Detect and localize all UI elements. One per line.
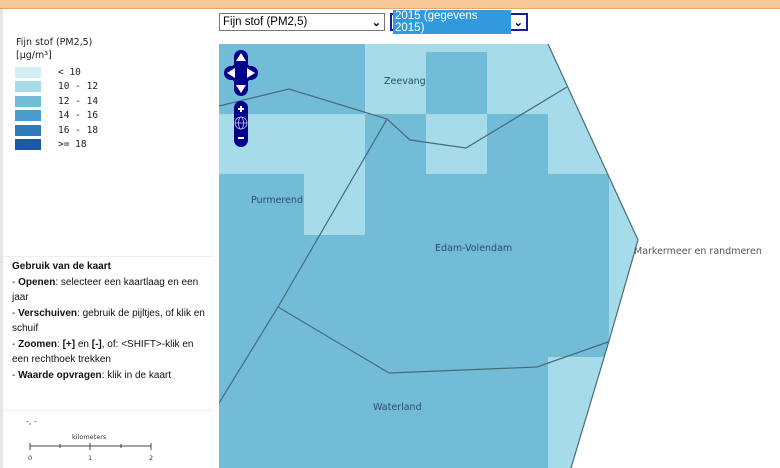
pan-left-icon[interactable] — [227, 68, 235, 78]
legend-swatch — [15, 110, 41, 122]
legend-unit: [µg/m³] — [16, 50, 52, 61]
side-panel — [0, 9, 213, 468]
map-canvas[interactable] — [219, 44, 780, 468]
municipality-boundary — [277, 306, 609, 374]
chevron-down-icon: ⌄ — [513, 16, 523, 29]
legend-label: < 10 — [58, 66, 81, 78]
pm-cell-10-12 — [609, 174, 638, 357]
map-label-purmerend: Purmerend — [251, 195, 304, 206]
help-zoom-en: en — [75, 338, 92, 350]
legend: < 10 10 - 12 12 - 14 14 - 16 16 - 18 >= 18 — [15, 65, 98, 152]
scale-unit: kilometers — [72, 433, 107, 441]
legend-label: 10 - 12 — [58, 81, 99, 93]
map-navigation — [224, 50, 258, 147]
help-pan-label: Verschuiven — [18, 307, 78, 319]
municipality-boundary — [219, 86, 568, 149]
help-zoom-label: Zoomen — [18, 338, 57, 350]
year-select[interactable]: 2015 (gegevens 2015) ⌄ — [390, 10, 528, 34]
help-pan-text: : gebruik de pijltjes, of klik en schuif — [12, 307, 205, 335]
layer-select-value: Fijn stof (PM2,5) — [223, 16, 308, 28]
pm-cell-10-12 — [304, 174, 365, 235]
help-zoom-plus: [+] — [62, 338, 76, 350]
help-zoom-text: , of: <SHIFT>-klik en een rechthoek trek… — [12, 338, 194, 366]
pm-cell-10-12 — [548, 357, 638, 468]
scale-bar: kilometers 0 1 2 — [26, 433, 156, 463]
legend-item: >= 18 — [15, 138, 98, 153]
help-query-text: : klik in de kaart — [101, 369, 172, 381]
map-label-markermeer: Markermeer en randmeren — [634, 246, 762, 257]
zoom-in-icon[interactable] — [238, 106, 244, 112]
help-zoom-colon: : — [57, 338, 63, 350]
mouse-coordinates: -, - — [26, 417, 37, 426]
help-title: Gebruik van de kaart — [12, 261, 111, 272]
map-label-edam-volendam: Edam-Volendam — [435, 243, 513, 254]
pan-right-icon[interactable] — [247, 68, 255, 78]
map[interactable]: Zeevang Purmerend Edam-Volendam Waterlan… — [219, 44, 780, 468]
legend-label: >= 18 — [58, 139, 87, 151]
region-boundary — [547, 44, 639, 468]
scale-line — [29, 443, 152, 450]
divider — [3, 256, 213, 257]
pan-down-icon[interactable] — [236, 85, 246, 93]
legend-swatch — [15, 139, 41, 151]
legend-label: 14 - 16 — [58, 110, 99, 122]
layer-select[interactable]: Fijn stof (PM2,5) ⌄ — [219, 13, 385, 31]
map-label-waterland: Waterland — [373, 402, 422, 413]
scale-tick: 0 — [28, 454, 33, 462]
year-select-value: 2015 (gegevens 2015) — [393, 10, 511, 34]
pm-cell-10-12 — [365, 52, 426, 114]
zoom-out-icon[interactable] — [238, 137, 244, 139]
globe-icon[interactable] — [234, 116, 248, 130]
legend-swatch — [15, 66, 41, 78]
chevron-down-icon: ⌄ — [371, 16, 381, 29]
legend-swatch — [15, 81, 41, 93]
pm-cell-10-12 — [487, 52, 638, 114]
scale-tick: 1 — [88, 454, 93, 462]
help-open-label: Openen — [18, 276, 56, 288]
top-banner — [0, 0, 780, 9]
legend-title-text: Fijn stof (PM2,5) — [16, 37, 93, 48]
legend-item: 16 - 18 — [15, 123, 98, 138]
legend-item: 12 - 14 — [15, 94, 98, 109]
legend-item: < 10 — [15, 65, 98, 80]
help-query-label: Waarde opvragen — [18, 369, 102, 381]
scale-tick: 2 — [149, 454, 154, 462]
help-open-text: : selecteer een kaartlaag en een jaar — [12, 276, 199, 304]
help-text: Gebruik van de kaart - Openen: selecteer… — [12, 261, 205, 381]
pm-cell-10-12 — [365, 44, 638, 52]
help-zoom-minus: [-] — [91, 338, 102, 350]
legend-label: 12 - 14 — [58, 95, 99, 107]
divider — [3, 410, 213, 411]
legend-item: 14 - 16 — [15, 109, 98, 124]
pan-up-icon[interactable] — [236, 53, 246, 61]
pm-cell-10-12 — [548, 114, 638, 174]
legend-title: Fijn stof (PM2,5) [µg/m³] — [16, 36, 92, 62]
legend-item: 10 - 12 — [15, 80, 98, 95]
legend-label: 16 - 18 — [58, 124, 99, 136]
map-label-zeevang: Zeevang — [384, 76, 426, 87]
legend-swatch — [15, 95, 41, 107]
legend-swatch — [15, 124, 41, 136]
